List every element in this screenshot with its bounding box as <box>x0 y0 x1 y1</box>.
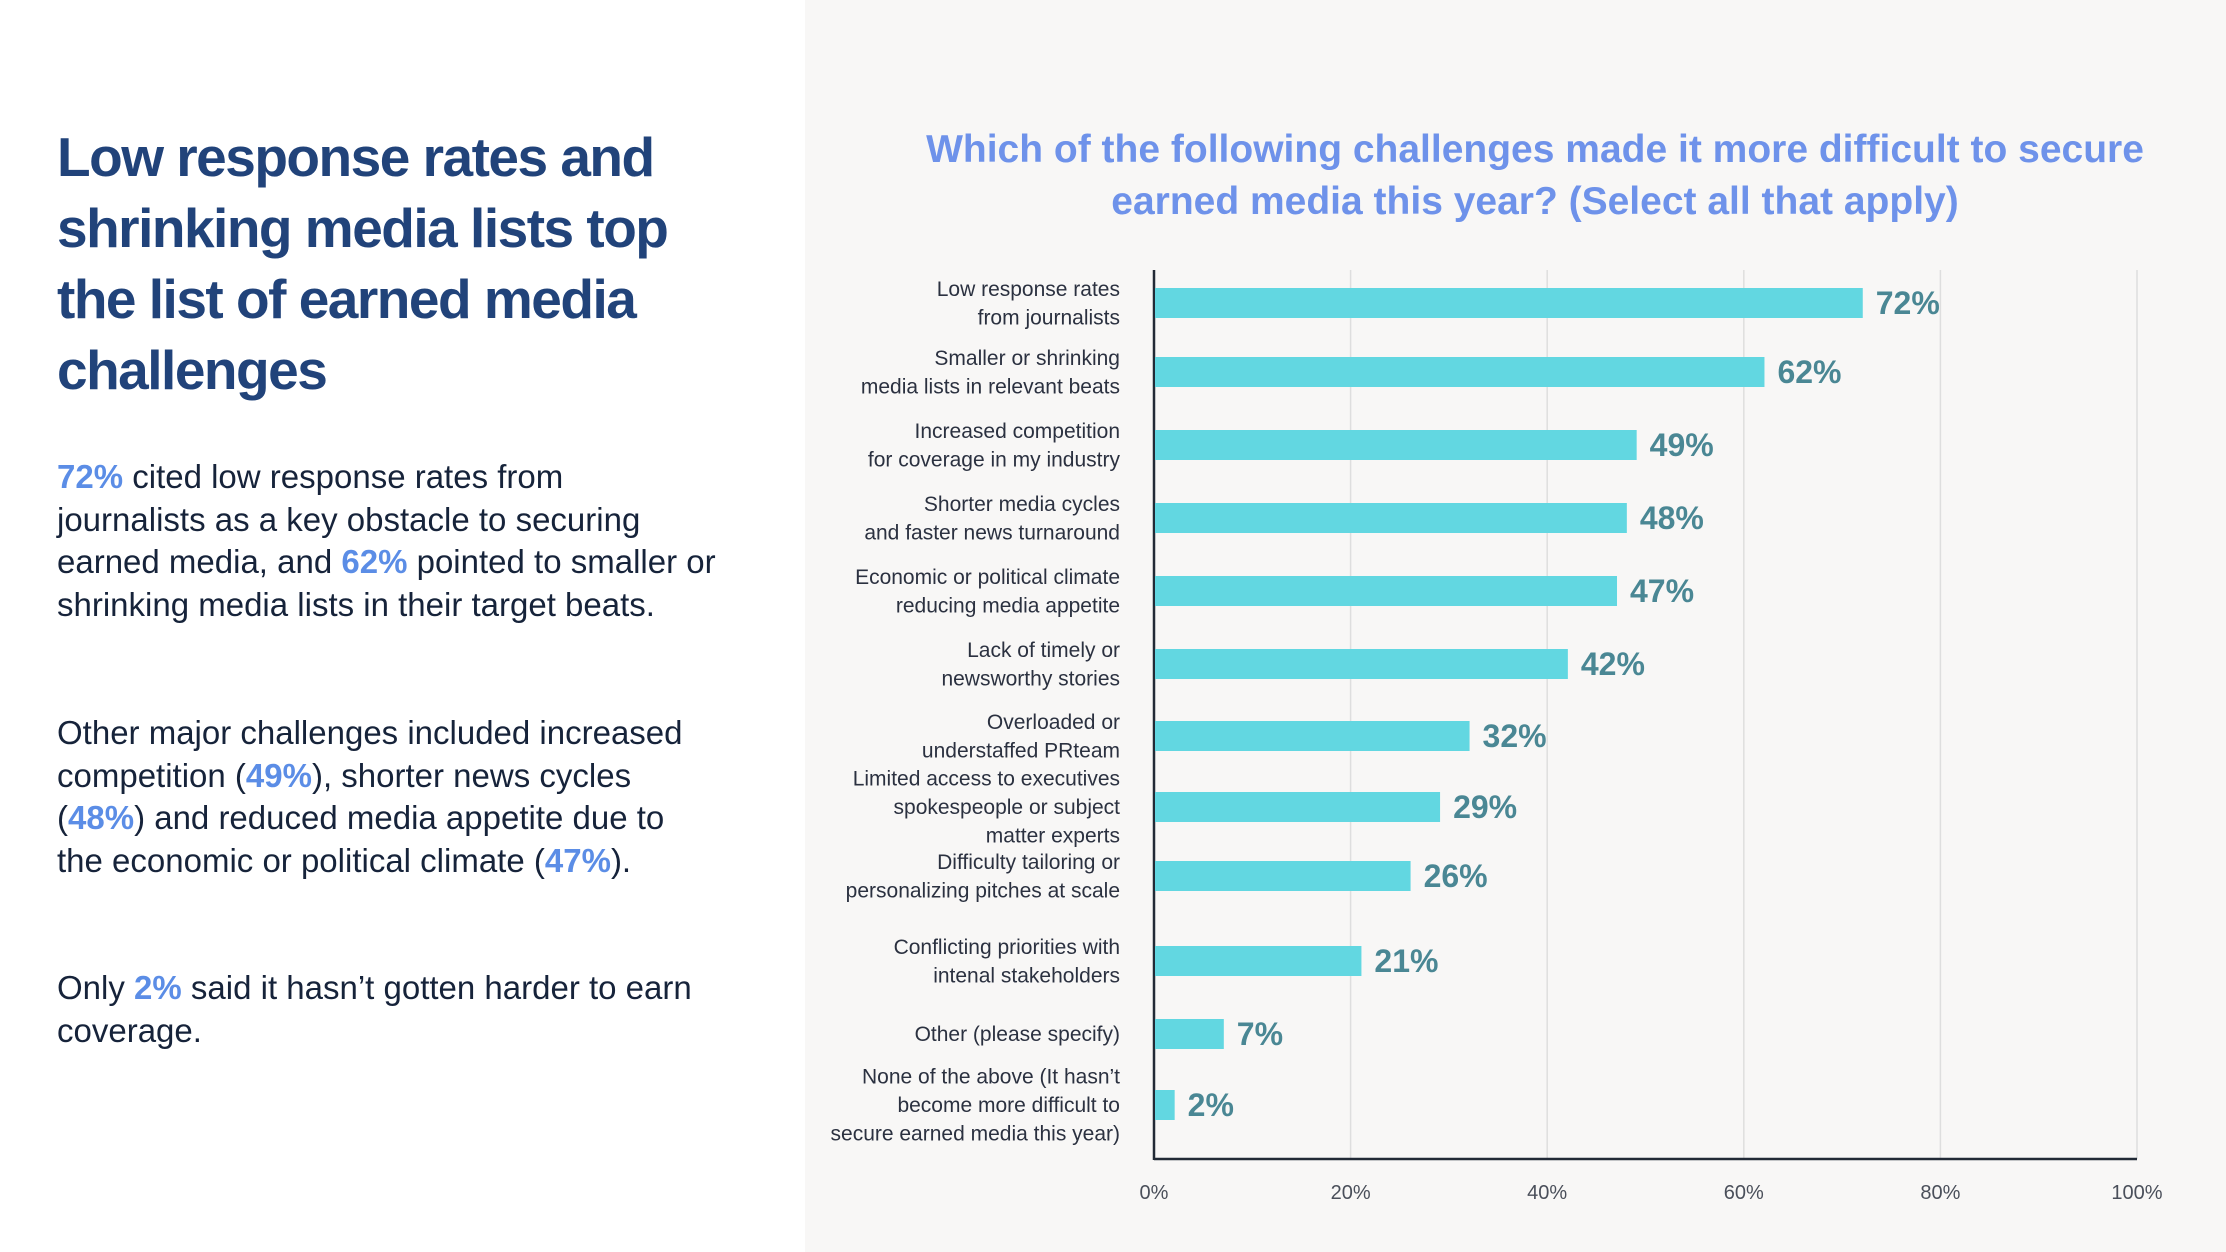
category-label: Overloaded or understaffed PRteam <box>922 711 1120 763</box>
x-tick-label: 20% <box>1331 1182 1371 1204</box>
bar-chart: 0% 20% 40% 60% 80% 100% 72% Low response rates f… <box>831 270 2163 1204</box>
highlight-value: 62% <box>341 543 408 580</box>
value-label: 62% <box>1777 354 1841 390</box>
bar <box>1155 357 1765 387</box>
paragraph-text: ), shorter news cycles ( <box>57 756 632 837</box>
highlight-value: 2% <box>134 969 182 1006</box>
x-tick-label: 80% <box>1920 1182 1960 1204</box>
category-label: Conflicting priorities with intenal stake… <box>894 936 1120 988</box>
value-label: 72% <box>1876 285 1940 321</box>
bar <box>1155 861 1411 891</box>
bar <box>1155 946 1362 976</box>
x-tick-label: 100% <box>2111 1182 2162 1204</box>
highlight-value: 47% <box>544 841 611 879</box>
x-tick-label: 40% <box>1527 1182 1567 1204</box>
bar <box>1155 721 1470 751</box>
paragraph-text: Other major challenges included increase… <box>57 714 683 794</box>
x-tick-label: 0% <box>1140 1182 1169 1204</box>
value-label: 48% <box>1640 500 1704 536</box>
paragraph-no-change: Only 2% said it hasn’t gotten harder to … <box>57 967 717 1052</box>
category-label: Low response rates from journalists <box>937 278 1120 330</box>
value-label: 26% <box>1424 858 1488 894</box>
value-label: 29% <box>1453 789 1517 825</box>
value-label: 47% <box>1630 573 1694 609</box>
bar <box>1155 1090 1175 1120</box>
category-label: Shorter media cycles and faster news turn… <box>864 493 1120 545</box>
value-label: 42% <box>1581 646 1645 682</box>
paragraph-text: ). <box>610 841 632 879</box>
category-label: None of the above (It hasn’t become more … <box>831 1066 1121 1146</box>
highlight-value: 48% <box>68 799 135 836</box>
paragraph-text: pointed to smaller or shrinking media li… <box>57 543 716 623</box>
bar <box>1155 430 1637 460</box>
paragraph-response-rates: 72% cited low response rates from journa… <box>57 456 717 626</box>
category-label: Increased competition for coverage in my … <box>868 420 1121 472</box>
headline: Low response rates and shrinking media l… <box>57 126 669 401</box>
bar <box>1155 649 1568 679</box>
left-panel: Low response rates and shrinking media l… <box>0 0 805 1252</box>
x-tick-label: 60% <box>1724 1182 1764 1204</box>
paragraph-text: ) and reduced media appetite due to the … <box>57 799 665 879</box>
category-label: Economic or political climate reducing me… <box>855 566 1120 618</box>
bar <box>1155 576 1618 606</box>
category-label: Smaller or shrinking media lists in relev… <box>861 347 1120 399</box>
chart-title: Which of the following challenges made i… <box>926 128 2144 223</box>
bar <box>1155 503 1627 533</box>
paragraph-text: Only <box>57 969 135 1006</box>
bar <box>1155 1019 1224 1049</box>
right-panel <box>805 0 2226 1252</box>
category-label: Difficulty tailoring or personalizing pit… <box>846 851 1120 903</box>
value-label: 2% <box>1188 1087 1234 1123</box>
bar <box>1155 792 1441 822</box>
value-label: 7% <box>1237 1016 1283 1052</box>
value-label: 21% <box>1374 943 1438 979</box>
bar <box>1155 288 1863 318</box>
category-label: Limited access to executives spokespeople… <box>853 768 1120 848</box>
highlight-value: 49% <box>245 756 312 794</box>
paragraph-text: said it hasn’t gotten harder to earn cov… <box>57 969 692 1049</box>
value-label: 49% <box>1650 427 1714 463</box>
paragraph-text: cited low response rates from journalist… <box>57 458 641 580</box>
value-label: 32% <box>1483 718 1547 754</box>
category-label: Lack of timely or newsworthy stories <box>941 639 1120 691</box>
paragraph-other-challenges: Other major challenges included increase… <box>57 712 717 882</box>
highlight-value: 72% <box>57 458 124 495</box>
category-label: Other (please specify) <box>915 1023 1120 1046</box>
